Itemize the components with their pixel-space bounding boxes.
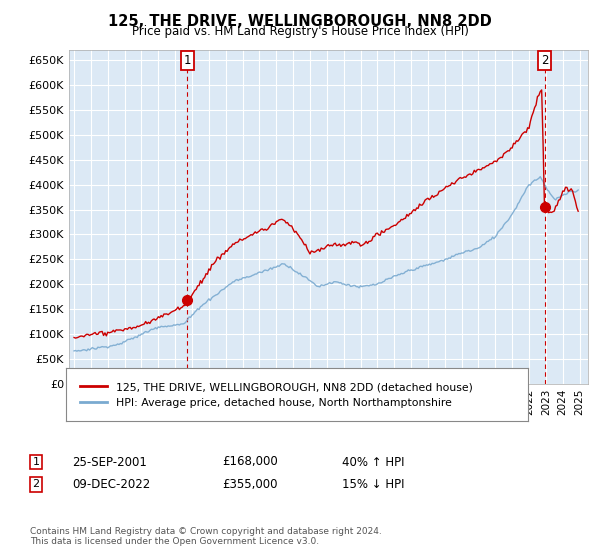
Text: 09-DEC-2022: 09-DEC-2022 [72,478,150,491]
Text: 125, THE DRIVE, WELLINGBOROUGH, NN8 2DD: 125, THE DRIVE, WELLINGBOROUGH, NN8 2DD [108,14,492,29]
Text: 25-SEP-2001: 25-SEP-2001 [72,455,147,469]
Text: 1: 1 [184,54,191,67]
Text: 15% ↓ HPI: 15% ↓ HPI [342,478,404,491]
Text: £355,000: £355,000 [222,478,277,491]
Text: 2: 2 [541,54,548,67]
Legend: 125, THE DRIVE, WELLINGBOROUGH, NN8 2DD (detached house), HPI: Average price, de: 125, THE DRIVE, WELLINGBOROUGH, NN8 2DD … [76,378,478,412]
Text: Price paid vs. HM Land Registry's House Price Index (HPI): Price paid vs. HM Land Registry's House … [131,25,469,38]
Text: 1: 1 [32,457,40,467]
Text: Contains HM Land Registry data © Crown copyright and database right 2024.
This d: Contains HM Land Registry data © Crown c… [30,526,382,546]
Text: 2: 2 [32,479,40,489]
Text: £168,000: £168,000 [222,455,278,469]
Text: 40% ↑ HPI: 40% ↑ HPI [342,455,404,469]
